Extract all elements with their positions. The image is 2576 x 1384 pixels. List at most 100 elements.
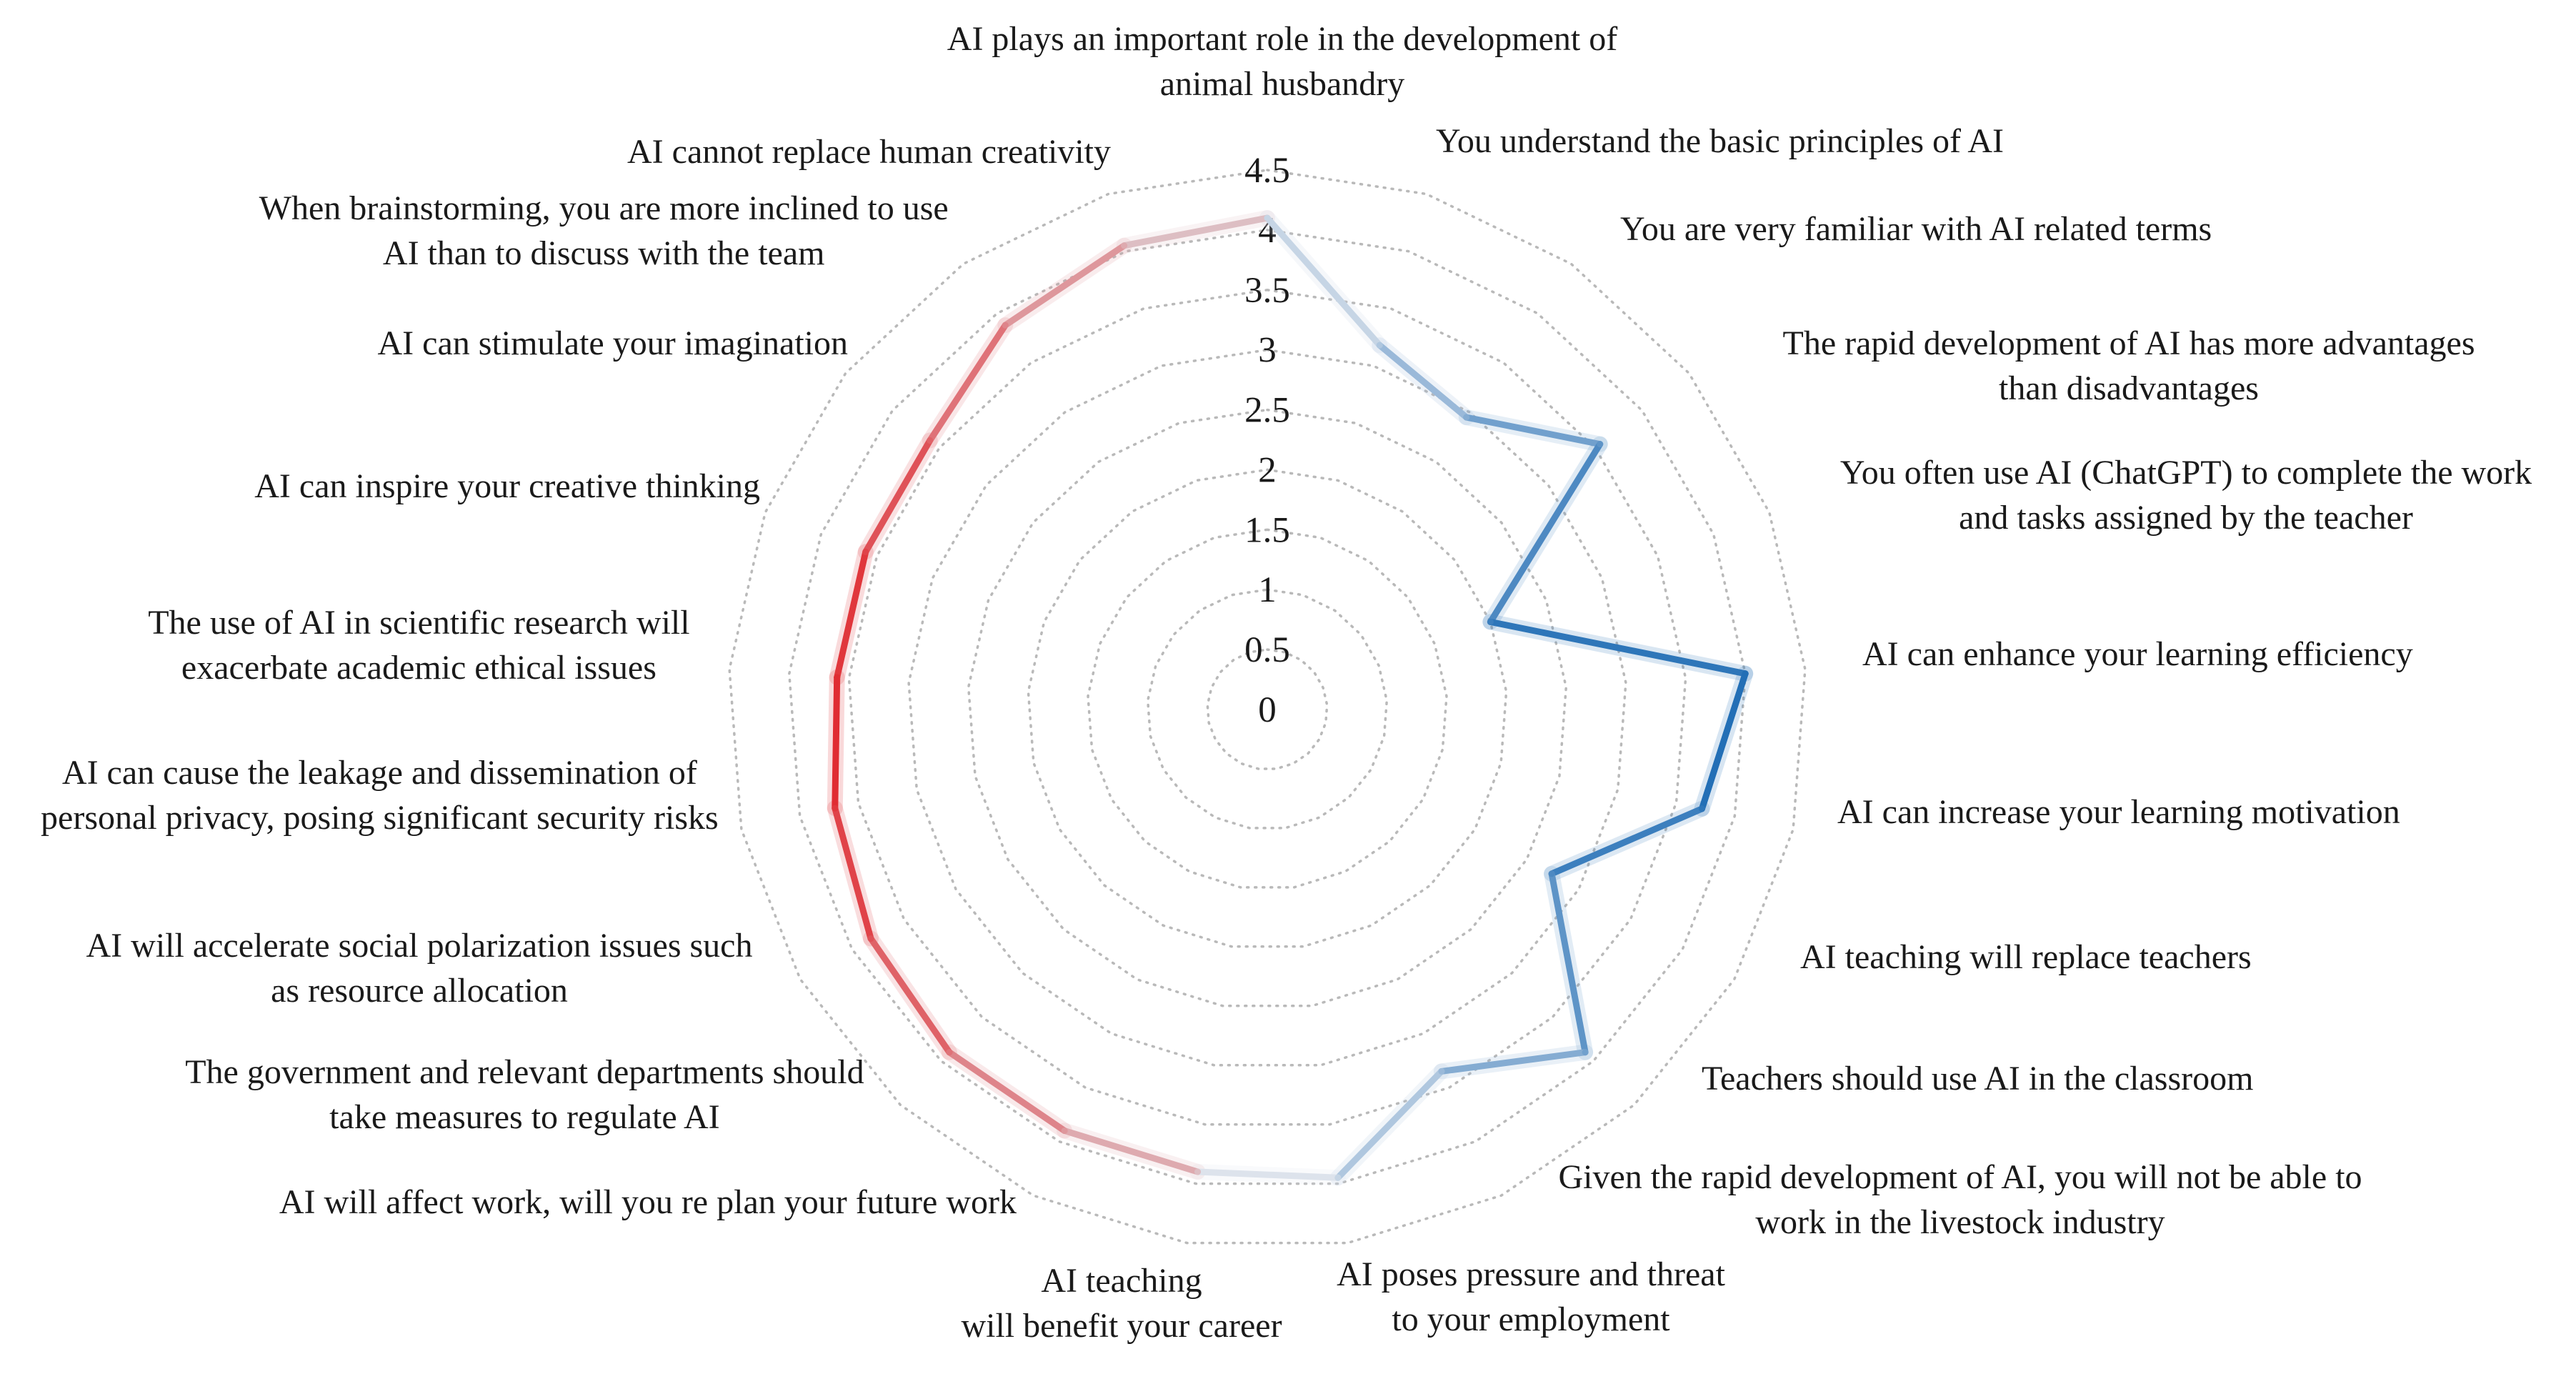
data-point [1264,214,1271,221]
tick-label: 3.5 [1244,271,1290,311]
grid-ring-2.5 [967,408,1568,1007]
grid-ring-4.5 [728,169,1807,1245]
category-label-line: AI cannot replace human creativity [627,133,1111,171]
data-point [867,935,874,942]
category-label-line: AI poses pressure and threat [1337,1255,1725,1293]
tick-label: 1.5 [1244,510,1290,550]
data-point [1438,1067,1445,1075]
data-point [1597,441,1604,448]
data-series [827,210,1754,1186]
data-line-segment [862,437,934,555]
data-point [946,1049,953,1056]
tick-label: 0 [1258,690,1277,730]
data-point [1061,1127,1068,1134]
category-label-line: AI than to discuss with the team [383,234,825,272]
grid-ring-3.5 [847,289,1687,1126]
tick-label: 2.5 [1244,391,1290,431]
category-label-11: AI poses pressure and threat to your empl… [1337,1255,1725,1338]
category-label-3: You are very familiar with AI related te… [1620,210,2212,248]
data-line-segment [1463,414,1604,448]
data-point [832,805,839,812]
grid-ring-1.5 [1087,528,1448,889]
data-point [1194,1168,1201,1175]
category-label-line: AI can inspire your creative thinking [254,467,760,505]
category-label-line: Teachers should use AI in the classroom [1702,1060,2253,1097]
grid-ring-3 [907,348,1627,1067]
category-label-line: The rapid development of AI has more adv… [1783,324,2475,362]
category-label-line: AI can cause the leakage and disseminati… [62,754,697,792]
category-label-9: Teachers should use AI in the classroom [1702,1060,2253,1097]
category-label-10: Given the rapid development of AI, you w… [1558,1158,2362,1241]
category-label-line: than disadvantages [1999,369,2259,407]
tick-label: 2 [1258,450,1277,490]
category-label-line: AI plays an important role in the develo… [947,20,1617,58]
category-label-line: The use of AI in scientific research wil… [148,604,689,642]
category-label-15: AI will accelerate social polarization i… [86,927,753,1010]
category-label-6: AI can enhance your learning efficiency [1862,635,2413,673]
data-line-segment [1376,342,1470,421]
category-label-line: will benefit your career [961,1307,1282,1345]
category-label-12: AI teaching will benefit your career [961,1262,1282,1345]
radial-tick-labels: 00.511.522.533.544.5 [1244,151,1290,730]
category-label-20: When brainstorming, you are more incline… [259,189,949,272]
data-point [834,674,841,681]
category-label-line: AI can increase your learning motivation [1837,793,2400,831]
category-label-4: The rapid development of AI has more adv… [1783,324,2475,407]
category-label-8: AI teaching will replace teachers [1800,938,2252,976]
category-label-line: You are very familiar with AI related te… [1620,210,2212,248]
grid-ring-4 [788,229,1747,1185]
category-label-line: You often use AI (ChatGPT) to complete t… [1840,454,2532,492]
category-label-line: AI teaching [1041,1262,1202,1300]
category-label-line: AI teaching will replace teachers [1800,938,2252,976]
category-label-line: exacerbate academic ethical issues [181,649,657,687]
category-label-16: AI can cause the leakage and disseminati… [41,754,719,837]
data-point [1121,242,1128,249]
category-label-2: You understand the basic principles of A… [1436,122,2004,160]
data-line-segment [832,674,841,812]
category-label-line: When brainstorming, you are more incline… [259,189,949,227]
data-line-segment [867,935,953,1056]
category-label-line: as resource allocation [271,972,568,1010]
grid-ring-2 [1027,468,1508,948]
category-label-line: and tasks assigned by the teacher [1959,499,2413,537]
category-label-line: work in the livestock industry [1755,1203,2165,1241]
tick-label: 0.5 [1244,630,1290,670]
data-line-segment [1121,214,1271,249]
category-label-14: The government and relevant departments … [185,1053,864,1136]
data-line-segment [927,322,1009,444]
category-label-line: animal husbandry [1160,65,1405,103]
data-line-segment [832,805,874,942]
category-label-18: AI can inspire your creative thinking [254,467,760,505]
data-point [1463,414,1470,421]
category-label-line: AI will accelerate social polarization i… [86,927,753,965]
tick-label: 3 [1258,331,1277,371]
tick-label: 4.5 [1244,151,1290,191]
category-label-line: AI will affect work, will you re plan yo… [279,1183,1017,1221]
category-label-line: take measures to regulate AI [329,1098,719,1136]
category-label-13: AI will affect work, will you re plan yo… [279,1183,1017,1221]
data-line-segment [1438,1049,1589,1075]
data-point [862,548,869,555]
grid-ring-1 [1146,588,1389,830]
category-label-line: Given the rapid development of AI, you w… [1558,1158,2362,1196]
grid-layer [728,169,1807,1245]
data-point [1376,342,1383,349]
category-label-line: AI can enhance your learning efficiency [1862,635,2413,673]
category-label-1: AI plays an important role in the develo… [947,20,1617,103]
data-point [1002,322,1009,329]
data-line-segment [1487,618,1749,677]
data-line-segment [834,548,869,681]
category-label-line: You understand the basic principles of A… [1436,122,2004,160]
data-point [927,437,934,444]
category-label-line: AI can stimulate your imagination [378,324,849,362]
category-label-7: AI can increase your learning motivation [1837,793,2400,831]
category-label-17: The use of AI in scientific research wil… [148,604,689,687]
data-point [1699,805,1705,812]
data-line-segment [1194,1168,1342,1181]
data-line-segment [1002,242,1128,329]
data-line-segment [1548,870,1589,1056]
data-line-segment [946,1049,1068,1134]
data-point [1548,870,1555,877]
